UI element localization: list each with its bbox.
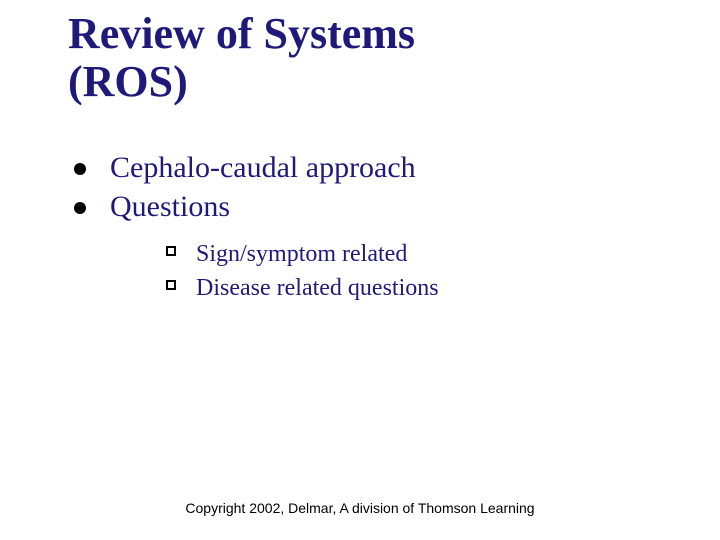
list-item-text: Questions [110, 190, 230, 223]
list-item: Disease related questions [162, 273, 628, 303]
square-bullet-icon [166, 246, 176, 256]
list-item: Cephalo-caudal approach [68, 150, 628, 185]
slide-body: Cephalo-caudal approach Questions Sign/s… [68, 150, 628, 307]
list-item: Sign/symptom related [162, 239, 628, 269]
list-item: Questions Sign/symptom related Disease r… [68, 189, 628, 302]
bullet-list-level1: Cephalo-caudal approach Questions Sign/s… [68, 150, 628, 303]
list-item-text: Cephalo-caudal approach [110, 151, 416, 184]
slide-title: Review of Systems (ROS) [68, 10, 628, 105]
title-line-2: (ROS) [68, 57, 188, 106]
bullet-list-level2: Sign/symptom related Disease related que… [110, 239, 628, 303]
square-bullet-icon [166, 280, 176, 290]
list-item-text: Sign/symptom related [196, 241, 407, 267]
footer-text: Copyright 2002, Delmar, A division of Th… [185, 500, 534, 516]
list-item-text: Disease related questions [196, 275, 439, 301]
slide: Review of Systems (ROS) Cephalo-caudal a… [0, 0, 720, 540]
disc-bullet-icon [74, 202, 86, 214]
copyright-footer: Copyright 2002, Delmar, A division of Th… [0, 500, 720, 516]
disc-bullet-icon [74, 163, 86, 175]
title-line-1: Review of Systems [68, 9, 415, 58]
